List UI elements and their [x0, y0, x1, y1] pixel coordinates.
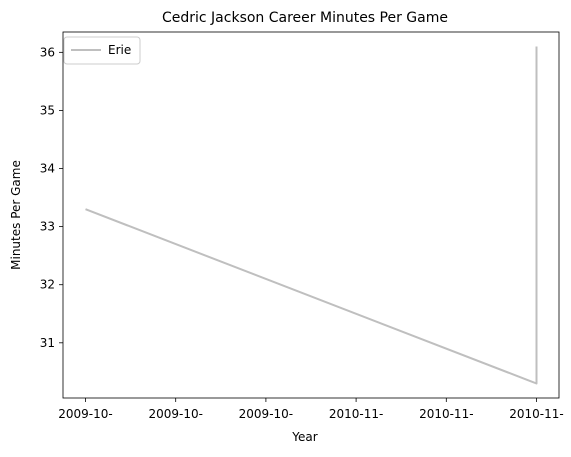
y-axis-label: Minutes Per Game — [9, 160, 23, 270]
x-tick-label: 2010-11- — [419, 407, 473, 421]
legend: Erie — [64, 37, 140, 64]
y-tick-label: 32 — [40, 278, 55, 292]
x-tick-label: 2009-10- — [58, 407, 112, 421]
x-axis-label: Year — [291, 430, 317, 444]
x-tick-label: 2010-11- — [329, 407, 383, 421]
y-tick-label: 34 — [40, 162, 55, 176]
x-tick-label: 2010-11- — [509, 407, 563, 421]
x-tick-label: 2009-10- — [239, 407, 293, 421]
y-tick-label: 36 — [40, 45, 55, 59]
y-tick-label: 31 — [40, 336, 55, 350]
legend-label: Erie — [108, 43, 131, 57]
x-tick-label: 2009-10- — [148, 407, 202, 421]
y-tick-label: 33 — [40, 220, 55, 234]
chart-title: Cedric Jackson Career Minutes Per Game — [162, 10, 448, 26]
y-tick-label: 35 — [40, 103, 55, 117]
